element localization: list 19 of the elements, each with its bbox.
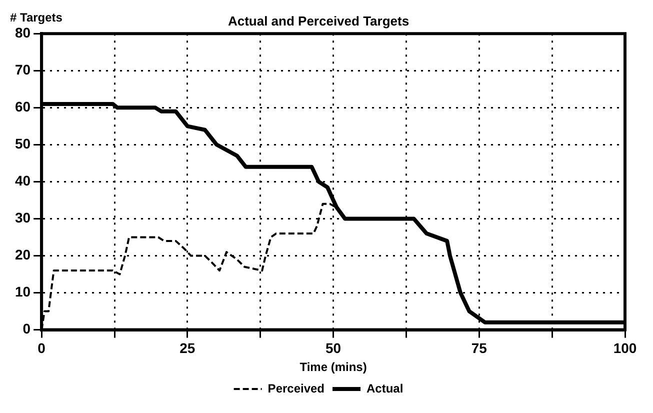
y-tick-label: 30	[14, 210, 31, 226]
y-tick-label: 50	[14, 136, 31, 152]
x-tick-label: 50	[325, 340, 342, 356]
legend-label: Perceived	[268, 381, 325, 396]
x-tick-label: 0	[38, 340, 46, 356]
y-axis-title: # Targets	[10, 10, 63, 24]
x-tick-label: 75	[471, 340, 488, 356]
y-tick-label: 40	[14, 172, 31, 189]
legend-label: Actual	[366, 381, 404, 396]
x-tick-label: 25	[180, 340, 196, 356]
x-axis-title: Time (mins)	[300, 360, 367, 374]
chart-title: Actual and Perceived Targets	[228, 13, 410, 28]
y-tick-label: 0	[22, 320, 31, 337]
y-tick-label: 70	[14, 61, 31, 78]
y-tick-label: 80	[14, 24, 31, 40]
y-tick-label: 60	[14, 98, 31, 115]
x-tick-label: 100	[613, 340, 637, 356]
y-tick-label: 10	[14, 284, 31, 300]
y-tick-label: 20	[14, 246, 31, 263]
